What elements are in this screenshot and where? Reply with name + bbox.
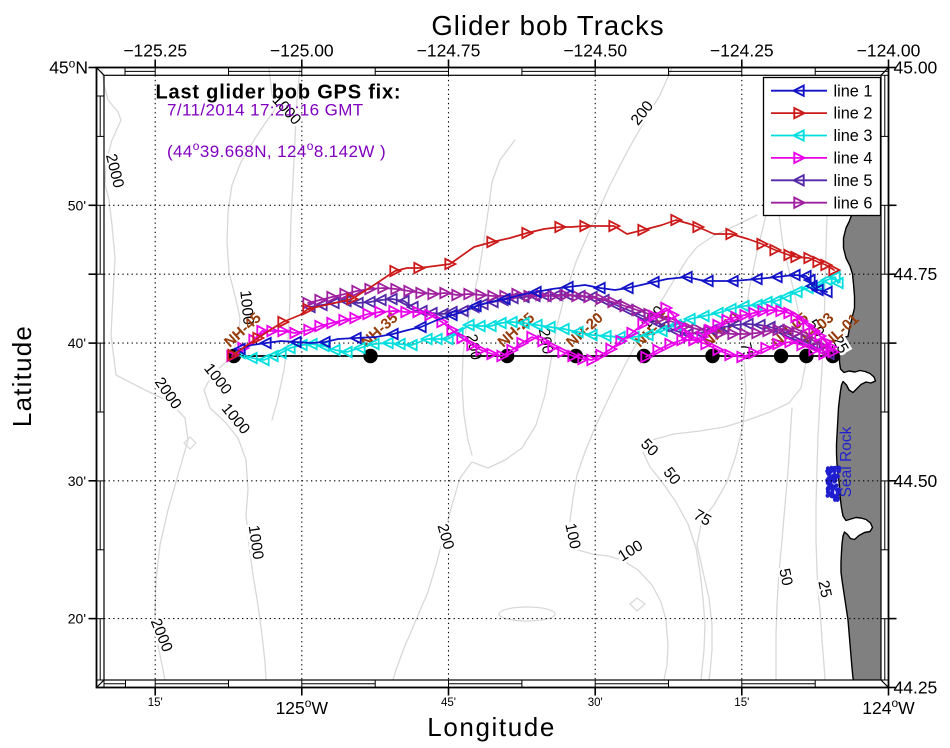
svg-text:50': 50': [68, 197, 86, 213]
svg-text:−124.50: −124.50: [563, 41, 627, 61]
svg-text:Latitude: Latitude: [7, 325, 37, 427]
svg-text:line 4: line 4: [834, 150, 873, 168]
svg-text:30': 30': [68, 473, 86, 489]
svg-text:−125.00: −125.00: [270, 41, 334, 61]
svg-text:Last glider bob GPS fix:: Last glider bob GPS fix:: [156, 82, 402, 104]
svg-text:line 5: line 5: [834, 172, 873, 190]
svg-text:7/11/2014 17:21:16 GMT: 7/11/2014 17:21:16 GMT: [167, 101, 364, 120]
svg-text:line 1: line 1: [834, 82, 873, 100]
svg-text:45.00: 45.00: [894, 58, 938, 78]
svg-text:Glider bob Tracks: Glider bob Tracks: [431, 10, 664, 41]
svg-text:Longitude: Longitude: [427, 712, 556, 742]
svg-text:125oW: 125oW: [276, 696, 329, 718]
svg-text:Seal Rock: Seal Rock: [838, 426, 855, 497]
svg-text:30': 30': [588, 697, 603, 709]
svg-text:15': 15': [148, 697, 163, 709]
svg-text:−124.00: −124.00: [857, 41, 921, 61]
svg-text:(44o39.668N, 124o8.142W ): (44o39.668N, 124o8.142W ): [167, 139, 386, 161]
svg-text:−124.75: −124.75: [417, 41, 481, 61]
svg-text:45': 45': [441, 697, 456, 709]
svg-text:45oN: 45oN: [49, 57, 88, 78]
svg-text:−125.25: −125.25: [123, 41, 187, 61]
svg-text:44.25: 44.25: [894, 678, 938, 698]
svg-text:25: 25: [814, 579, 834, 599]
svg-text:20': 20': [68, 611, 86, 627]
svg-text:−124.25: −124.25: [710, 41, 774, 61]
svg-text:124oW: 124oW: [862, 696, 915, 718]
svg-text:line 6: line 6: [834, 194, 873, 212]
svg-text:15': 15': [734, 697, 749, 709]
svg-text:line 3: line 3: [834, 127, 873, 145]
svg-text:44.50: 44.50: [894, 471, 938, 491]
svg-text:line 2: line 2: [834, 105, 873, 123]
svg-text:40': 40': [68, 335, 86, 351]
svg-text:44.75: 44.75: [894, 264, 938, 284]
